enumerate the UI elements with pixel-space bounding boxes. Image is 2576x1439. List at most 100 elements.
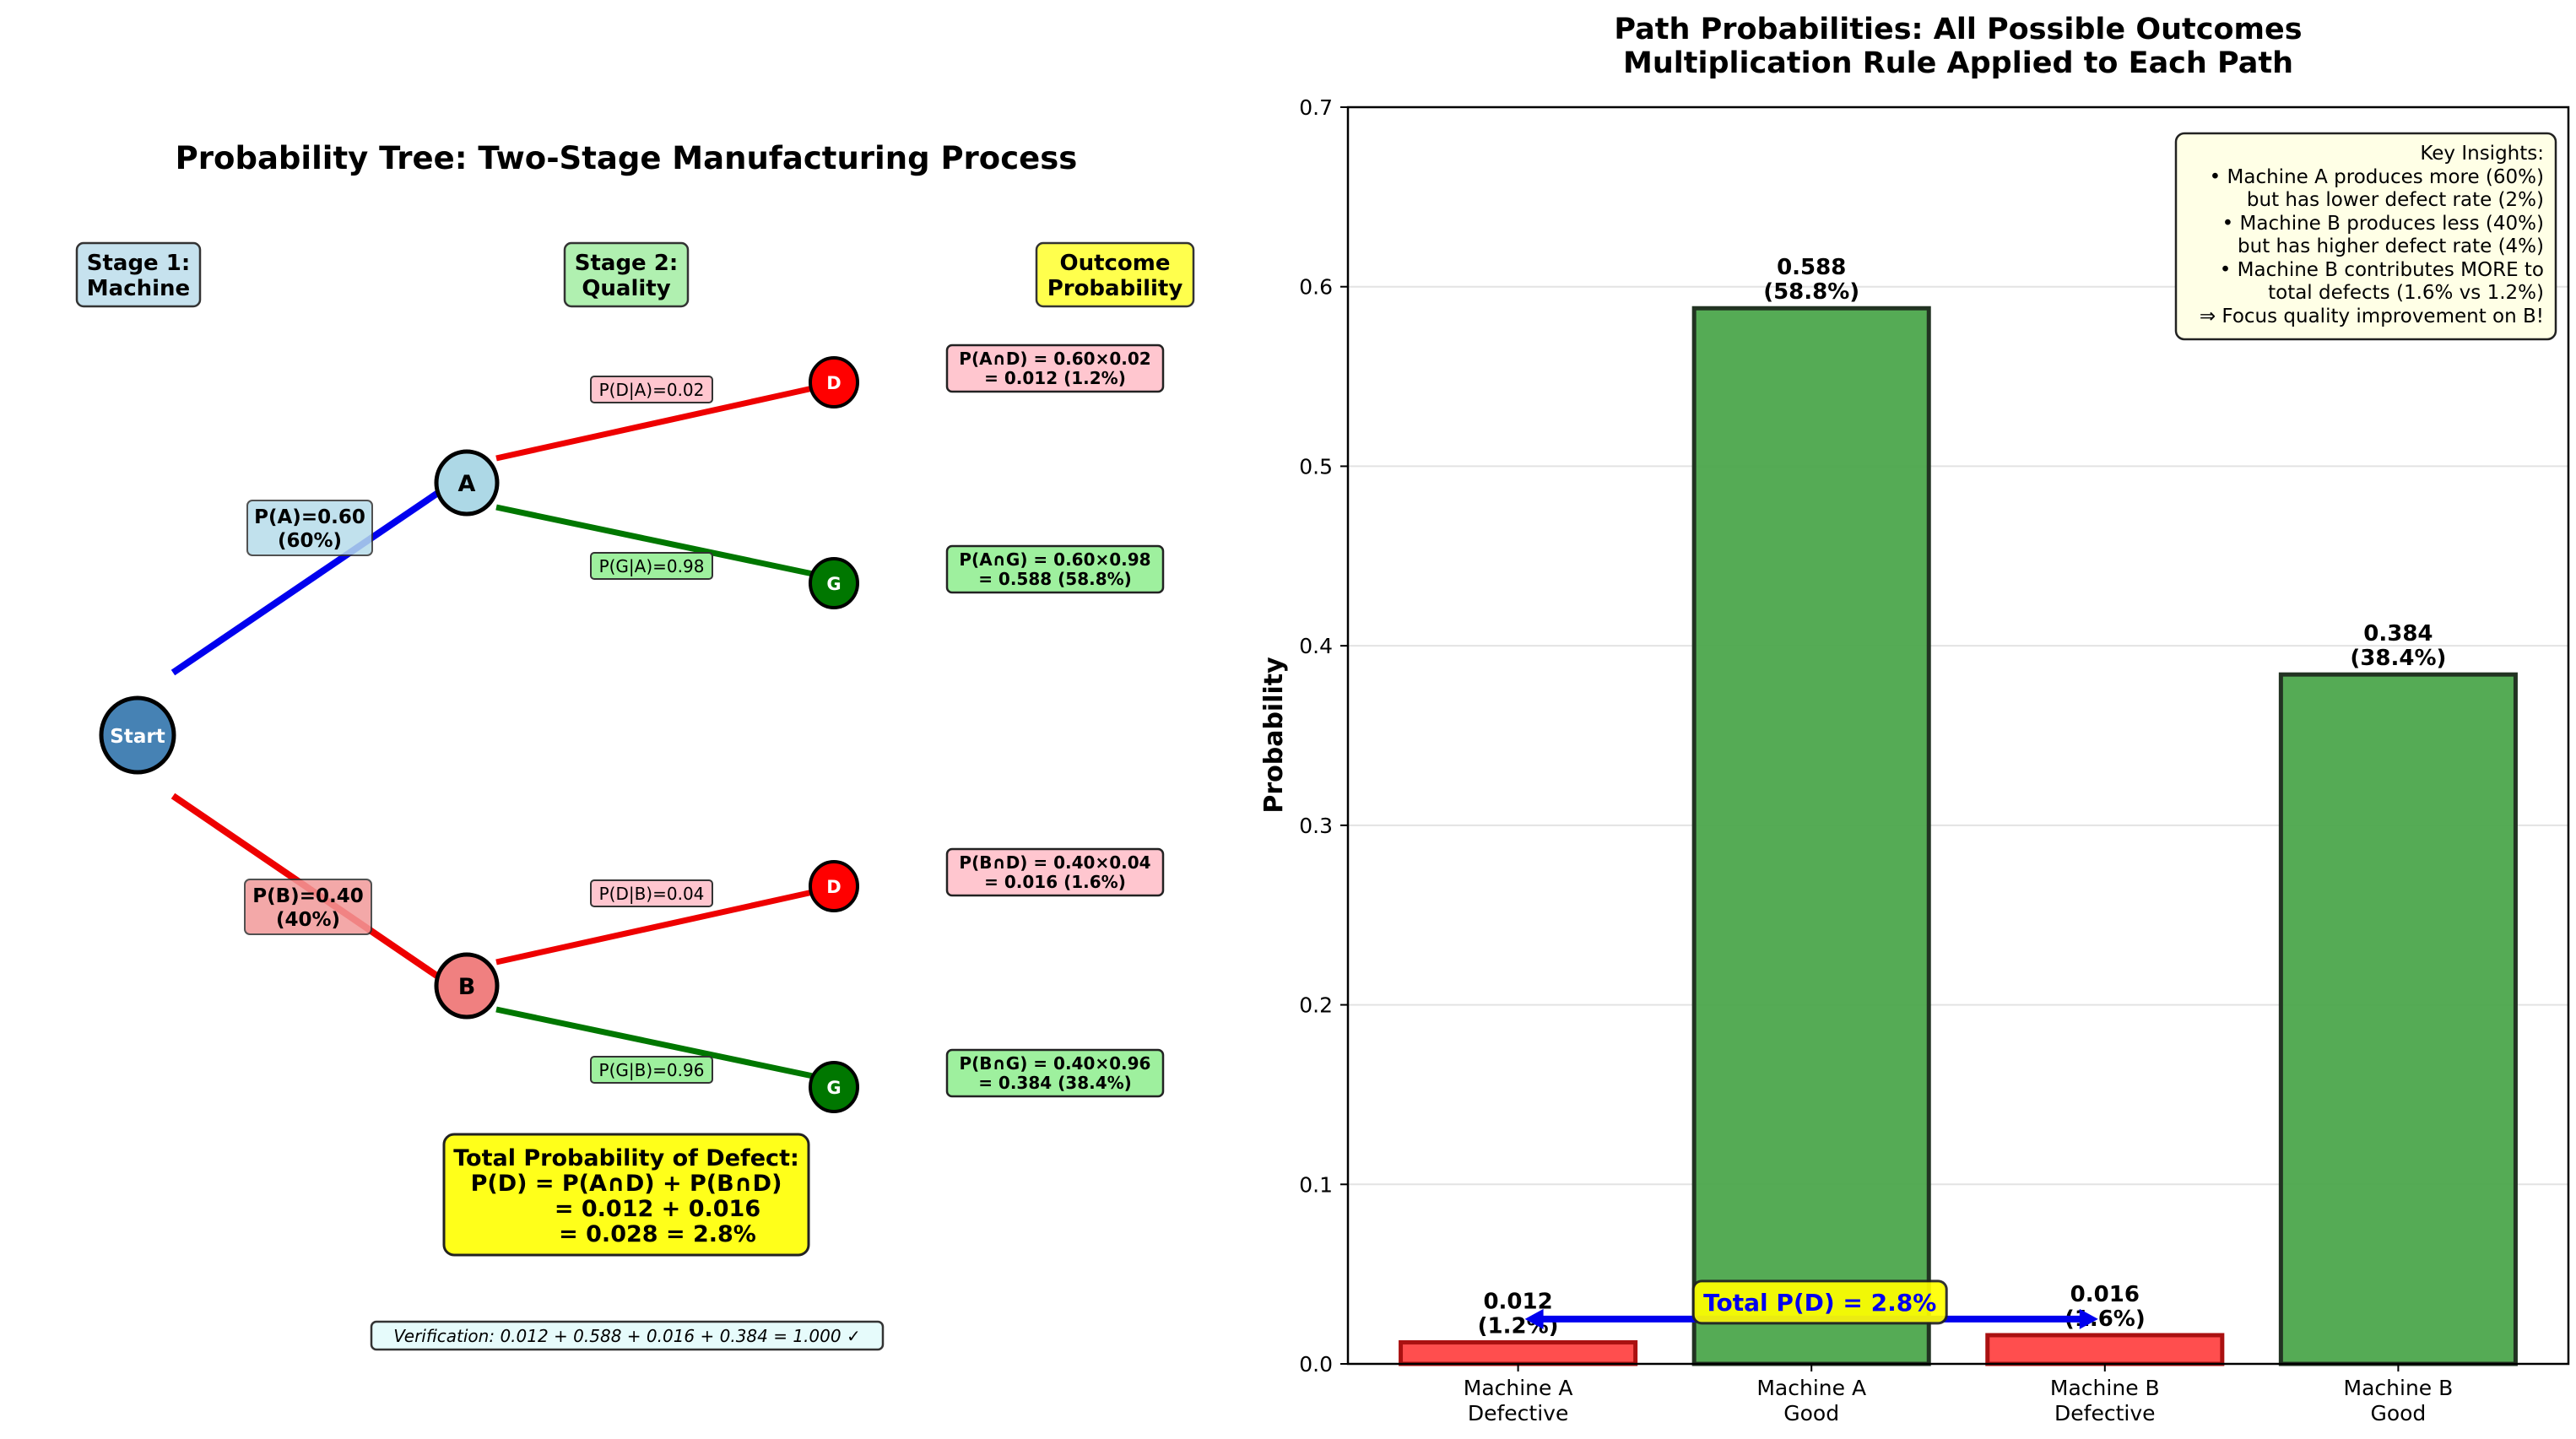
insight-line-7: total defects (1.6% vs 1.2%) xyxy=(2268,282,2544,304)
chart-subtitle: Multiplication Rule Applied to Each Path xyxy=(1623,46,2293,80)
branch-label-b-pct: (40%) xyxy=(276,909,340,931)
cond-label-d-given-a: P(D|A)=0.02 xyxy=(590,376,713,403)
outcome-node-a-d-label: D xyxy=(826,373,841,393)
cond-label-d-given-b-text: P(D|B)=0.04 xyxy=(599,884,705,904)
branch-a-to-good xyxy=(495,504,814,577)
insight-line-2: • Machine A produces more (60%) xyxy=(2210,166,2544,188)
total-defect-line-1: Total Probability of Defect: xyxy=(453,1145,799,1171)
probability-tree: Probability Tree: Two-Stage Manufacturin… xyxy=(75,140,1195,1351)
x-tick-label: Machine B xyxy=(2050,1376,2160,1400)
verification-box-rect xyxy=(370,1320,885,1351)
insight-line-8: ⇒ Focus quality improvement on B! xyxy=(2200,306,2544,327)
joint-box-a-g-line2: = 0.588 (58.8%) xyxy=(978,569,1132,589)
bar-machine-b-good xyxy=(2278,672,2518,1366)
total-defect-line-2: P(D) = P(A∩D) + P(B∩D) xyxy=(471,1171,782,1197)
outcome-node-b-d: D xyxy=(809,860,859,912)
branch-label-a-box xyxy=(246,500,373,556)
joint-box-a-d-line1: P(A∩D) = 0.60×0.02 xyxy=(959,349,1150,369)
outcome-node-a-g-label: G xyxy=(826,574,841,594)
stage-2-header-line2: Quality xyxy=(582,276,670,301)
joint-box-a-d-rect xyxy=(945,344,1165,393)
verification-box: Verification: 0.012 + 0.588 + 0.016 + 0.… xyxy=(370,1320,885,1351)
outcome-header-box xyxy=(1035,241,1195,308)
cond-label-d-given-b: P(D|B)=0.04 xyxy=(590,879,713,907)
machine-b-node-circle xyxy=(434,952,500,1020)
branch-b-to-defective xyxy=(495,889,814,966)
stage-1-header-line1: Stage 1: xyxy=(87,251,190,276)
bar-machine-b-defective xyxy=(1985,1333,2225,1366)
branch-label-b-box xyxy=(244,879,372,935)
x-tick-label: Good xyxy=(2370,1401,2426,1425)
outcome-node-b-d-label: D xyxy=(826,877,841,897)
cond-label-g-given-a: P(G|A)=0.98 xyxy=(590,552,713,580)
annotation-arrowhead-right xyxy=(2079,1308,2098,1329)
outcome-node-a-d-circle xyxy=(809,356,859,408)
joint-box-a-d-line2: = 0.012 (1.2%) xyxy=(984,368,1126,388)
bar-machine-a-defective xyxy=(1399,1339,1638,1366)
joint-box-b-d-rect xyxy=(945,847,1165,897)
cond-label-g-given-a-text: P(G|A)=0.98 xyxy=(599,556,705,576)
branch-a-to-defective xyxy=(495,385,814,462)
key-insights-box: Key Insights: • Machine A produces more … xyxy=(2174,132,2557,341)
bar-value-label: 0.588 xyxy=(1777,255,1846,280)
machine-b-node-label: B xyxy=(458,974,476,1000)
outcome-node-b-g-circle xyxy=(809,1061,859,1113)
annotation-text: Total P(D) = 2.8% xyxy=(1703,1289,1936,1317)
joint-box-b-g: P(B∩G) = 0.40×0.96 = 0.384 (38.4%) xyxy=(945,1048,1165,1098)
stage-2-header: Stage 2: Quality xyxy=(563,241,690,308)
stage-2-header-line1: Stage 2: xyxy=(575,251,678,276)
cond-label-d-given-a-box xyxy=(590,376,713,403)
x-tick-label: Defective xyxy=(2054,1401,2155,1425)
start-node: Start xyxy=(99,695,176,775)
total-pd-annotation: Total P(D) = 2.8% xyxy=(1524,1279,2098,1329)
total-defect-line-3: = 0.012 + 0.016 xyxy=(555,1196,760,1222)
joint-box-b-g-line1: P(B∩G) = 0.40×0.96 xyxy=(960,1053,1151,1074)
branch-label-b-prob: P(B)=0.40 xyxy=(252,885,363,907)
x-tick-label: Defective xyxy=(1468,1401,1568,1425)
cond-label-g-given-a-box xyxy=(590,552,713,580)
joint-box-b-d-line1: P(B∩D) = 0.40×0.04 xyxy=(959,852,1150,873)
total-defect-box-rect xyxy=(442,1133,810,1257)
joint-box-b-g-rect xyxy=(945,1048,1165,1098)
outcome-node-b-g: G xyxy=(809,1061,859,1113)
outcome-header: Outcome Probability xyxy=(1035,241,1195,308)
branch-label-a-pct: (60%) xyxy=(278,530,342,552)
x-tick-label: Machine A xyxy=(1756,1376,1866,1400)
branch-start-to-a xyxy=(170,480,454,676)
start-node-circle xyxy=(99,695,176,775)
joint-box-a-g-line1: P(A∩G) = 0.60×0.98 xyxy=(959,549,1150,570)
annotation-arrowhead-left xyxy=(1524,1308,1544,1329)
bar-value-label: 0.016 xyxy=(2070,1282,2140,1307)
total-defect-line-4: = 0.028 = 2.8% xyxy=(559,1221,756,1247)
x-tick-label: Good xyxy=(1783,1401,1839,1425)
insight-line-3: but has lower defect rate (2%) xyxy=(2247,189,2544,211)
insight-line-1: Key Insights: xyxy=(2420,143,2544,165)
key-insights-rect xyxy=(2174,132,2557,341)
chart-title: Path Probabilities: All Possible Outcome… xyxy=(1614,13,2302,46)
bar-value-label: (38.4%) xyxy=(2350,646,2446,671)
branch-label-a: P(A)=0.60 (60%) xyxy=(246,500,373,556)
x-tick-label: Machine A xyxy=(1464,1376,1573,1400)
joint-box-b-d: P(B∩D) = 0.40×0.04 = 0.016 (1.6%) xyxy=(945,847,1165,897)
cond-label-g-given-b: P(G|B)=0.96 xyxy=(590,1056,713,1084)
cond-label-g-given-b-text: P(G|B)=0.96 xyxy=(599,1060,705,1080)
plot-frame xyxy=(1346,105,2570,1366)
insight-line-5: but has higher defect rate (4%) xyxy=(2238,235,2544,257)
outcome-node-a-d: D xyxy=(809,356,859,408)
branch-b-to-good xyxy=(495,1006,814,1079)
y-tick-label: 0.0 xyxy=(1299,1352,1333,1377)
stage-2-header-box xyxy=(563,241,690,308)
y-tick-label: 0.6 xyxy=(1299,275,1333,300)
stage-1-header-line2: Machine xyxy=(87,276,190,301)
stage-1-header-box xyxy=(75,241,202,308)
start-node-label: Start xyxy=(110,726,165,748)
total-defect-box: Total Probability of Defect: P(D) = P(A∩… xyxy=(442,1133,810,1257)
outcome-header-line1: Outcome xyxy=(1059,251,1170,276)
insight-line-4: • Machine B produces less (40%) xyxy=(2222,213,2544,235)
insight-line-6: • Machine B contributes MORE to xyxy=(2220,259,2544,281)
tree-title: Probability Tree: Two-Stage Manufacturin… xyxy=(176,140,1078,176)
bar-value-label: 0.384 xyxy=(2363,621,2433,646)
outcome-node-a-g: G xyxy=(809,557,859,609)
